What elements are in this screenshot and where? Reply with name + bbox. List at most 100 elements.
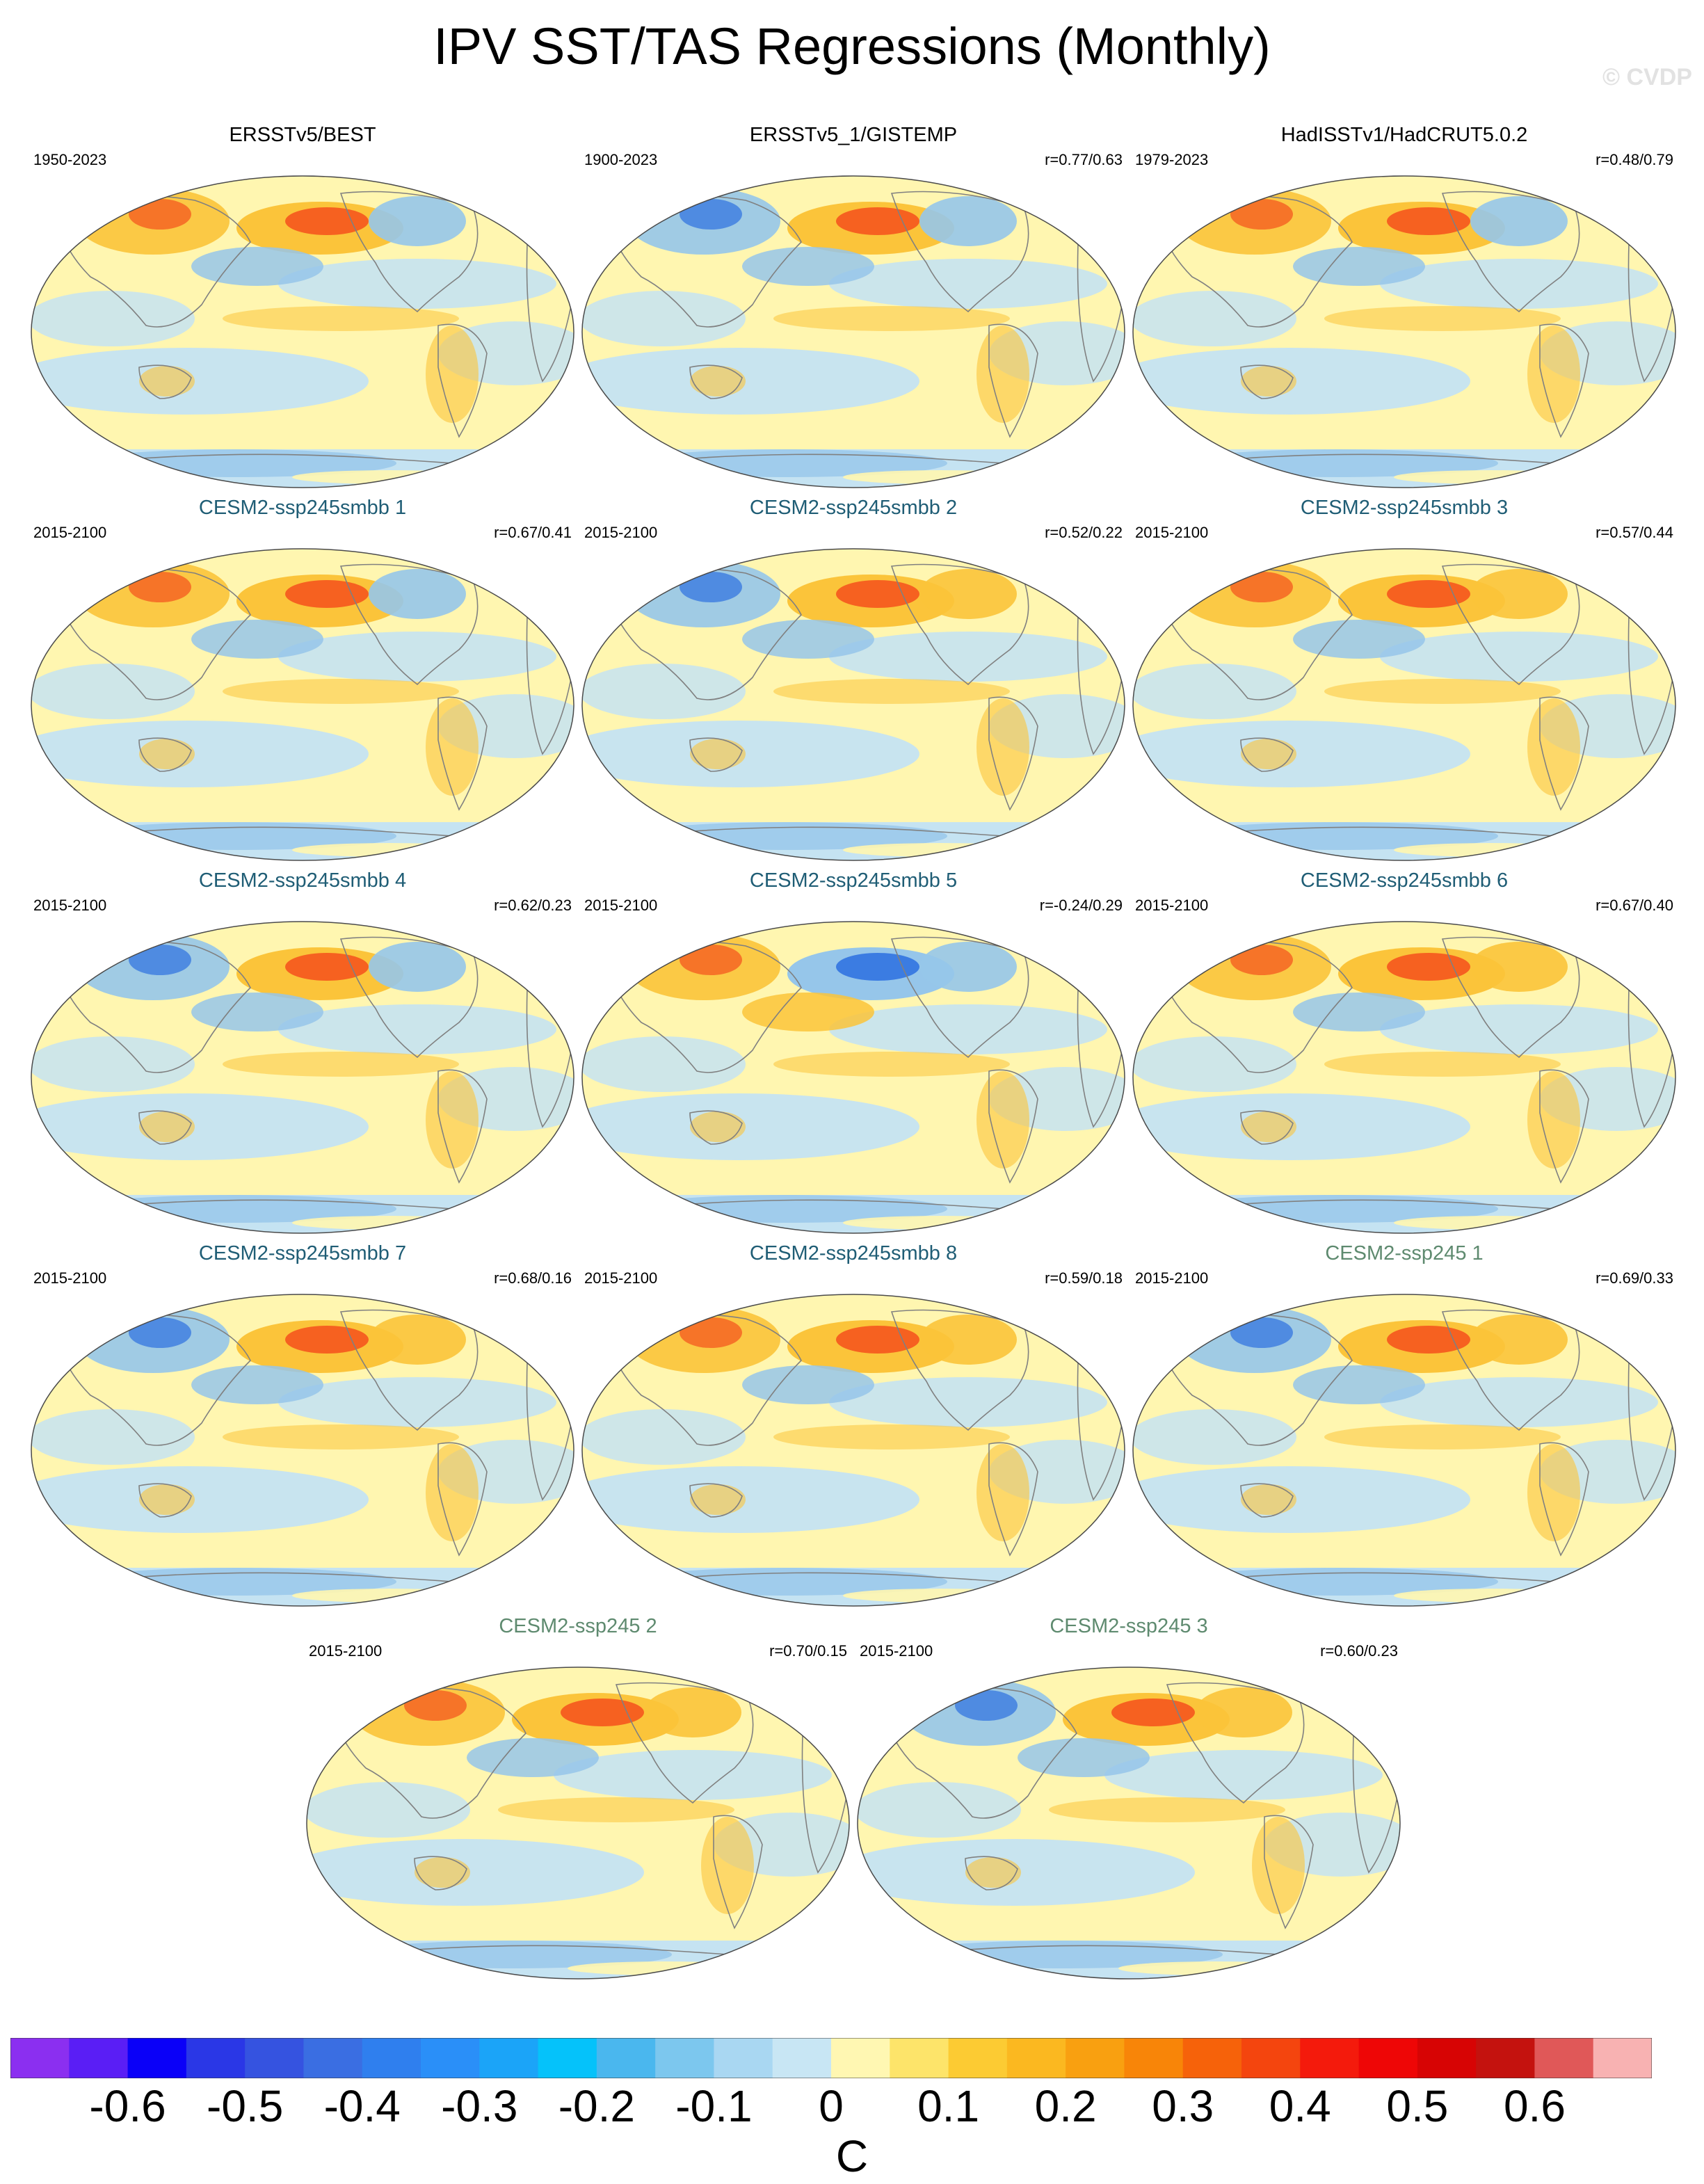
panel-years: 2015-2100 — [584, 1269, 658, 1287]
colorbar-swatch — [362, 2038, 421, 2078]
colorbar-tick-label: -0.2 — [558, 2081, 635, 2131]
regression-map — [1132, 921, 1676, 1234]
panel-years: 1950-2023 — [33, 151, 107, 168]
panel-title: CESM2-ssp245smbb 5 — [749, 869, 958, 892]
panel-title: CESM2-ssp245smbb 3 — [1300, 497, 1509, 519]
panel-correlation: r=0.52/0.22 — [1045, 524, 1123, 541]
panel-title: CESM2-ssp245smbb 7 — [198, 1242, 407, 1264]
colorbar-swatch — [1476, 2038, 1536, 2078]
map-panel: HadISSTv1/HadCRUT5.0.2 1979-2023 r=0.48/0.… — [1130, 122, 1679, 491]
map-panel: CESM2-ssp245smbb 7 2015-2100 r=0.68/0.16 — [28, 1241, 577, 1609]
panel-title: ERSSTv5/BEST — [229, 124, 376, 146]
map-panel: CESM2-ssp245smbb 3 2015-2100 r=0.57/0.44 — [1130, 495, 1679, 864]
colorbar-swatch — [831, 2038, 890, 2078]
regression-map — [857, 1667, 1401, 1980]
colorbar-tick-label: 0.2 — [1034, 2081, 1097, 2131]
colorbar-tick-label: 0.3 — [1152, 2081, 1214, 2131]
colorbar-swatch — [303, 2038, 363, 2078]
regression-map — [31, 175, 574, 488]
panel-correlation: r=0.60/0.23 — [1320, 1642, 1398, 1660]
regression-map — [581, 1294, 1125, 1607]
map-panel: CESM2-ssp245smbb 1 2015-2100 r=0.67/0.41 — [28, 495, 577, 864]
map-panel: CESM2-ssp245smbb 5 2015-2100 r=-0.24/0.29 — [579, 868, 1128, 1237]
colorbar-tick-label: 0.1 — [917, 2081, 980, 2131]
colorbar-swatch — [1417, 2038, 1477, 2078]
colorbar-swatch — [1534, 2038, 1594, 2078]
colorbar-swatch — [1066, 2038, 1125, 2078]
colorbar-swatch — [1182, 2038, 1242, 2078]
colorbar-swatch — [772, 2038, 832, 2078]
panel-correlation: r=0.68/0.16 — [494, 1269, 572, 1287]
map-panel: CESM2-ssp245 1 2015-2100 r=0.69/0.33 — [1130, 1241, 1679, 1609]
colorbar-swatch — [186, 2038, 246, 2078]
panel-title: CESM2-ssp245 1 — [1325, 1242, 1484, 1264]
panel-years: 1900-2023 — [584, 151, 658, 168]
colorbar-tick-label: -0.6 — [89, 2081, 166, 2131]
map-panel: ERSSTv5_1/GISTEMP 1900-2023 r=0.77/0.63 — [579, 122, 1128, 491]
map-panel: CESM2-ssp245smbb 8 2015-2100 r=0.59/0.18 — [579, 1241, 1128, 1609]
panel-correlation: r=0.77/0.63 — [1045, 151, 1123, 168]
panel-years: 1979-2023 — [1135, 151, 1209, 168]
panel-title: ERSSTv5_1/GISTEMP — [749, 124, 958, 146]
colorbar-swatch — [538, 2038, 597, 2078]
regression-map — [1132, 175, 1676, 488]
colorbar-unit: C — [835, 2131, 869, 2181]
regression-map — [306, 1667, 850, 1980]
map-panel: CESM2-ssp245smbb 2 2015-2100 r=0.52/0.22 — [579, 495, 1128, 864]
regression-map — [1132, 1294, 1676, 1607]
panel-correlation: r=0.62/0.23 — [494, 897, 572, 914]
regression-map — [31, 548, 574, 861]
panel-correlation: r=0.69/0.33 — [1596, 1269, 1673, 1287]
map-panel: CESM2-ssp245 3 2015-2100 r=0.60/0.23 — [854, 1614, 1404, 1982]
panel-years: 2015-2100 — [33, 524, 107, 541]
panel-title: CESM2-ssp245smbb 2 — [749, 497, 958, 519]
colorbar-tick-label: -0.3 — [441, 2081, 518, 2131]
colorbar-swatch — [127, 2038, 187, 2078]
colorbar-swatch — [10, 2038, 70, 2078]
colorbar-swatch — [655, 2038, 715, 2078]
colorbar-swatch — [1124, 2038, 1184, 2078]
colorbar-swatch — [69, 2038, 129, 2078]
copyright-watermark: © CVDP — [1602, 64, 1692, 90]
panel-years: 2015-2100 — [309, 1642, 383, 1660]
panel-correlation: r=-0.24/0.29 — [1039, 897, 1123, 914]
panel-years: 2015-2100 — [1135, 897, 1209, 914]
panel-correlation: r=0.57/0.44 — [1596, 524, 1673, 541]
panel-correlation: r=0.48/0.79 — [1596, 151, 1673, 168]
panel-years: 2015-2100 — [1135, 524, 1209, 541]
colorbar-swatch — [1006, 2038, 1066, 2078]
panel-years: 2015-2100 — [33, 1269, 107, 1287]
colorbar-swatch — [890, 2038, 949, 2078]
colorbar-swatch — [1593, 2038, 1652, 2078]
panel-years: 2015-2100 — [1135, 1269, 1209, 1287]
panel-years: 2015-2100 — [584, 897, 658, 914]
map-panel: CESM2-ssp245smbb 4 2015-2100 r=0.62/0.23 — [28, 868, 577, 1237]
regression-map — [31, 1294, 574, 1607]
colorbar-tick-label: 0.5 — [1386, 2081, 1449, 2131]
colorbar-swatch — [421, 2038, 480, 2078]
map-panel: CESM2-ssp245 2 2015-2100 r=0.70/0.15 — [303, 1614, 853, 1982]
panel-correlation: r=0.67/0.40 — [1596, 897, 1673, 914]
panel-correlation: r=0.59/0.18 — [1045, 1269, 1123, 1287]
panel-years: 2015-2100 — [33, 897, 107, 914]
colorbar-tick-label: 0.6 — [1503, 2081, 1566, 2131]
colorbar-tick-label: 0 — [819, 2081, 844, 2131]
panel-title: CESM2-ssp245smbb 8 — [749, 1242, 958, 1264]
regression-map — [1132, 548, 1676, 861]
panel-years: 2015-2100 — [584, 524, 658, 541]
panel-title: CESM2-ssp245smbb 1 — [198, 497, 407, 519]
map-panel: ERSSTv5/BEST 1950-2023 — [28, 122, 577, 491]
panel-title: CESM2-ssp245 3 — [1050, 1615, 1208, 1637]
panel-correlation: r=0.70/0.15 — [769, 1642, 847, 1660]
colorbar-swatch — [1241, 2038, 1301, 2078]
colorbar-tick-label: 0.4 — [1269, 2081, 1331, 2131]
colorbar-tick-label: -0.4 — [323, 2081, 401, 2131]
colorbar-swatch — [948, 2038, 1008, 2078]
colorbar-swatch — [479, 2038, 539, 2078]
colorbar-swatch — [1300, 2038, 1360, 2078]
panel-years: 2015-2100 — [860, 1642, 933, 1660]
colorbar — [10, 2038, 1652, 2078]
regression-map — [581, 921, 1125, 1234]
colorbar-swatch — [245, 2038, 305, 2078]
regression-map — [581, 548, 1125, 861]
